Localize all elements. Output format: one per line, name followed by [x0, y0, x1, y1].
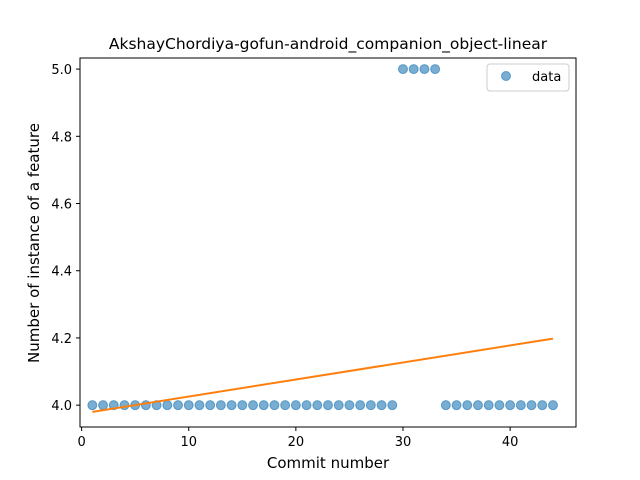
data-point	[226, 400, 237, 411]
legend-box	[486, 63, 570, 92]
data-point	[344, 400, 355, 411]
chart-title: AkshayChordiya-gofun-android_companion_o…	[109, 35, 548, 54]
data-point	[440, 400, 451, 411]
data-point	[162, 400, 173, 411]
data-point	[323, 400, 333, 411]
plot-background	[80, 58, 576, 427]
data-point	[515, 400, 526, 411]
y-tick-label: 4.8	[51, 130, 72, 145]
trend-line	[92, 337, 554, 413]
data-point	[419, 64, 430, 75]
x-tick-label: 30	[395, 435, 412, 450]
data-point	[526, 400, 537, 411]
plot-frame	[79, 57, 577, 428]
data-point	[376, 400, 387, 411]
x-tick-label: 10	[180, 435, 197, 450]
data-point	[483, 400, 494, 411]
data-point	[547, 400, 558, 411]
y-tick-label: 4.6	[51, 198, 72, 213]
data-point	[258, 400, 269, 411]
data-point	[408, 64, 419, 75]
data-point	[430, 64, 441, 75]
x-tick-label: 20	[288, 435, 305, 450]
data-point	[397, 64, 408, 75]
legend: data	[486, 63, 570, 92]
data-point	[269, 400, 280, 411]
legend-label-data: data	[532, 70, 561, 85]
data-point	[119, 400, 130, 411]
plot-area: 0 10 20 30 40 4.0 4.2 4.4 4.6 4.8 5.0	[51, 57, 577, 450]
data-point	[280, 400, 291, 411]
data-point	[98, 400, 109, 411]
data-point	[301, 400, 312, 411]
x-tick-label: 0	[77, 435, 85, 450]
legend-marker-data	[501, 71, 511, 81]
data-point	[205, 400, 216, 411]
data-point	[312, 400, 323, 411]
data-point	[87, 400, 98, 411]
y-tick-label: 5.0	[51, 63, 72, 78]
data-point	[215, 400, 226, 411]
data-point	[183, 400, 194, 411]
data-point	[333, 400, 344, 411]
data-point	[237, 400, 248, 411]
data-point	[387, 400, 398, 411]
data-point	[290, 400, 301, 411]
y-axis-label: Number of instance of a feature	[25, 123, 43, 363]
data-point	[537, 400, 548, 411]
data-point	[248, 400, 259, 411]
data-point	[365, 400, 376, 411]
data-point	[462, 400, 473, 411]
y-tick-label: 4.0	[51, 399, 72, 414]
y-tick-label: 4.4	[51, 265, 72, 280]
x-tick-label: 40	[502, 435, 519, 450]
data-point	[472, 400, 483, 411]
data-point	[355, 400, 366, 411]
data-point	[451, 400, 462, 411]
y-tick-label: 4.2	[51, 332, 72, 347]
data-point	[505, 400, 516, 411]
data-point	[194, 400, 205, 411]
data-point	[494, 400, 505, 411]
data-point	[173, 400, 184, 411]
x-axis-label: Commit number	[267, 454, 390, 472]
